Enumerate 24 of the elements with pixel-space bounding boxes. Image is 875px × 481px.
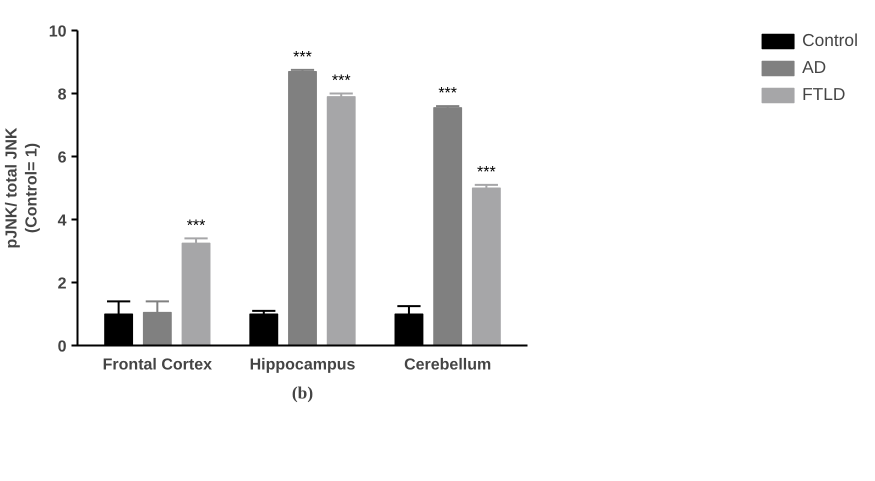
y-axis-title: pJNK/ total JNK (Control= 1) (3, 127, 41, 248)
y-tick-label: 6 (58, 150, 67, 166)
bar (326, 96, 356, 346)
data-label: *** (293, 48, 312, 66)
bar (288, 70, 317, 346)
bar (472, 188, 501, 346)
x-tick-label: Hippocampus (250, 356, 356, 374)
bar (433, 107, 462, 346)
data-label: *** (477, 164, 496, 181)
data-label: *** (438, 85, 458, 102)
x-tick-label: Frontal Cortex (102, 356, 212, 374)
y-tick-label: 4 (58, 212, 67, 230)
data-label: *** (332, 72, 351, 90)
legend-label: Control (802, 30, 858, 51)
legend-label: FTLD (802, 84, 846, 105)
x-tick-label: Cerebellum (404, 356, 492, 374)
legend-label: AD (802, 57, 826, 78)
y-tick-label: 8 (58, 86, 67, 104)
y-tick-label: 0 (58, 338, 67, 356)
text: (b) (292, 384, 314, 402)
data-label: *** (186, 217, 206, 234)
y-tick-label: 10 (48, 24, 67, 40)
bar (182, 242, 210, 346)
y-tick-label: 2 (58, 276, 67, 292)
